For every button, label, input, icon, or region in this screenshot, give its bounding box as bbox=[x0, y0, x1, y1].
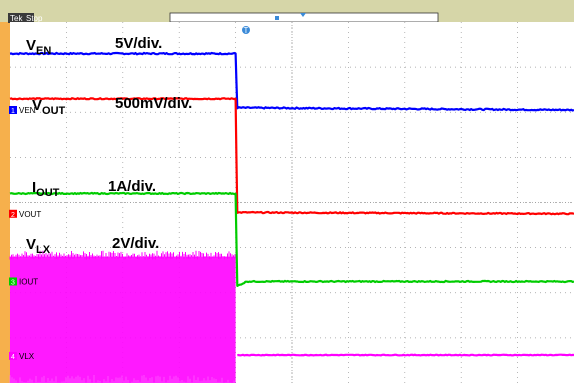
ch4-reference-marker[interactable]: 4 VLX bbox=[9, 351, 35, 361]
ch3-label-sub: OUT bbox=[36, 187, 60, 199]
ch3-scale: 1A/div. bbox=[108, 178, 156, 195]
ch1-scale: 5V/div. bbox=[115, 35, 162, 52]
ch3-number: 3 bbox=[11, 279, 15, 286]
record-window-marker bbox=[275, 16, 279, 20]
svg-text:IOUT: IOUT bbox=[32, 179, 60, 199]
trace-ven bbox=[9, 51, 574, 112]
ch2-number: 2 bbox=[11, 212, 15, 219]
ch3-reference-marker[interactable]: 3 IOUT bbox=[9, 277, 38, 286]
brand-label: Tek bbox=[10, 14, 23, 23]
ch2-reference-name: VOUT bbox=[19, 210, 41, 219]
ch4-label-sub: LX bbox=[36, 244, 51, 256]
ch4-reference-name: VLX bbox=[19, 352, 35, 361]
ch4-switching-band bbox=[9, 250, 236, 383]
ch4-annotation: VLX 2V/div. bbox=[26, 235, 159, 256]
ch2-scale: 500mV/div. bbox=[115, 95, 192, 112]
ch1-label-sub: EN bbox=[36, 45, 51, 57]
ch3-label-main: I bbox=[32, 179, 36, 196]
svg-text:T: T bbox=[244, 26, 249, 35]
ch1-number: 1 bbox=[11, 108, 15, 115]
ch1-reference-marker[interactable]: 1 VEN bbox=[9, 105, 36, 115]
svg-text:VLX: VLX bbox=[26, 236, 51, 256]
run-status: Stop bbox=[26, 14, 43, 23]
ch3-annotation: IOUT 1A/div. bbox=[32, 178, 156, 199]
ch1-annotation: VEN 5V/div. bbox=[26, 35, 162, 57]
ch4-number: 4 bbox=[11, 354, 15, 361]
ch1-reference-name: VEN bbox=[19, 106, 36, 115]
trace-vlx bbox=[237, 353, 574, 357]
trigger-time-marker: T bbox=[242, 26, 250, 35]
trace-layer bbox=[9, 51, 574, 383]
marker-layer: 1 VEN 2 VOUT 3 IOUT 4 VLX bbox=[9, 105, 41, 361]
ch2-label-sub: OUT bbox=[42, 105, 66, 117]
svg-text:VOUT: VOUT bbox=[32, 97, 66, 117]
ch3-reference-name: IOUT bbox=[19, 277, 38, 286]
trigger-position-marker bbox=[300, 13, 306, 17]
trace-vout bbox=[9, 97, 574, 216]
brand-box bbox=[8, 13, 34, 23]
ch4-label-main: V bbox=[26, 236, 36, 253]
trace-iout bbox=[9, 191, 574, 287]
ch2-annotation: VOUT 500mV/div. bbox=[32, 95, 192, 117]
ch1-label-main: V bbox=[26, 37, 36, 54]
ch2-label-main: V bbox=[32, 97, 42, 114]
svg-text:VEN: VEN bbox=[26, 37, 51, 57]
ch4-scale: 2V/div. bbox=[112, 235, 159, 252]
ch2-reference-marker[interactable]: 2 VOUT bbox=[9, 209, 41, 219]
